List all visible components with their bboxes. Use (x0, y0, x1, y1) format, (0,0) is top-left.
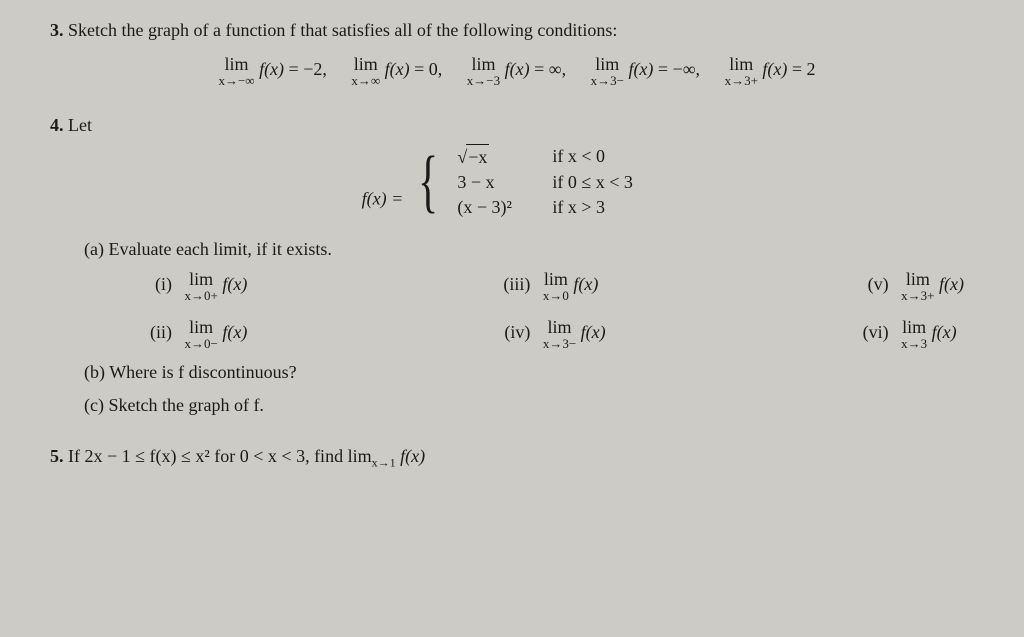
part-b: (b) Where is f discontinuous? (84, 362, 984, 383)
part-label: (b) (84, 362, 105, 382)
part-text: Sketch the graph of f. (108, 395, 263, 415)
problem-text: Sketch the graph of a function f that sa… (68, 20, 617, 40)
problem-text: If 2x − 1 ≤ f(x) ≤ x² for 0 < x < 3, fin… (68, 446, 372, 466)
case-expr: (x − 3)² (457, 195, 552, 220)
limit-item: (i) limx→0+ f(x) (134, 270, 247, 302)
limit-item: (iii) limx→0 f(x) (492, 270, 605, 302)
case-cond: if x < 0 (552, 144, 672, 170)
part-text: Where is f discontinuous? (109, 362, 296, 382)
limit-item: (vi) limx→3 f(x) (851, 318, 964, 350)
problem-text: Let (68, 115, 92, 135)
case-expr: √−x (457, 144, 552, 170)
limit-item: (iv) limx→3− f(x) (492, 318, 605, 350)
case-expr: 3 − x (457, 170, 552, 195)
limit-expr: limx→3− f(x) = −∞, (591, 55, 700, 87)
limit-expr: limx→−3 f(x) = ∞, (467, 55, 566, 87)
limit-items: (i) limx→0+ f(x) (ii) limx→0− f(x) (iii)… (134, 270, 964, 350)
problem-3: 3. Sketch the graph of a function f that… (50, 20, 984, 87)
limit-item: (ii) limx→0− f(x) (134, 318, 247, 350)
problem-number: 4. (50, 115, 64, 135)
problem-4: 4. Let f(x) = { √−x if x < 0 3 − x if 0 … (50, 115, 984, 416)
case-cond: if x > 3 (552, 195, 672, 220)
limit-expr: limx→3+ f(x) = 2 (725, 55, 816, 87)
left-brace-icon: { (418, 151, 438, 213)
piecewise-def: f(x) = { √−x if x < 0 3 − x if 0 ≤ x < 3… (50, 144, 984, 221)
limits-row: limx→−∞ f(x) = −2, limx→∞ f(x) = 0, limx… (50, 55, 984, 87)
limit-expr: limx→−∞ f(x) = −2, (218, 55, 326, 87)
limit-expr: limx→∞ f(x) = 0, (351, 55, 442, 87)
problem-5: 5. If 2x − 1 ≤ f(x) ≤ x² for 0 < x < 3, … (50, 446, 984, 471)
part-label: (a) (84, 239, 104, 259)
case-cond: if 0 ≤ x < 3 (552, 170, 672, 195)
problem-number: 3. (50, 20, 64, 40)
problem-number: 5. (50, 446, 64, 466)
part-a: (a) Evaluate each limit, if it exists. (… (84, 239, 984, 350)
part-text: Evaluate each limit, if it exists. (108, 239, 331, 259)
part-c: (c) Sketch the graph of f. (84, 395, 984, 416)
limit-item: (v) limx→3+ f(x) (851, 270, 964, 302)
part-label: (c) (84, 395, 104, 415)
